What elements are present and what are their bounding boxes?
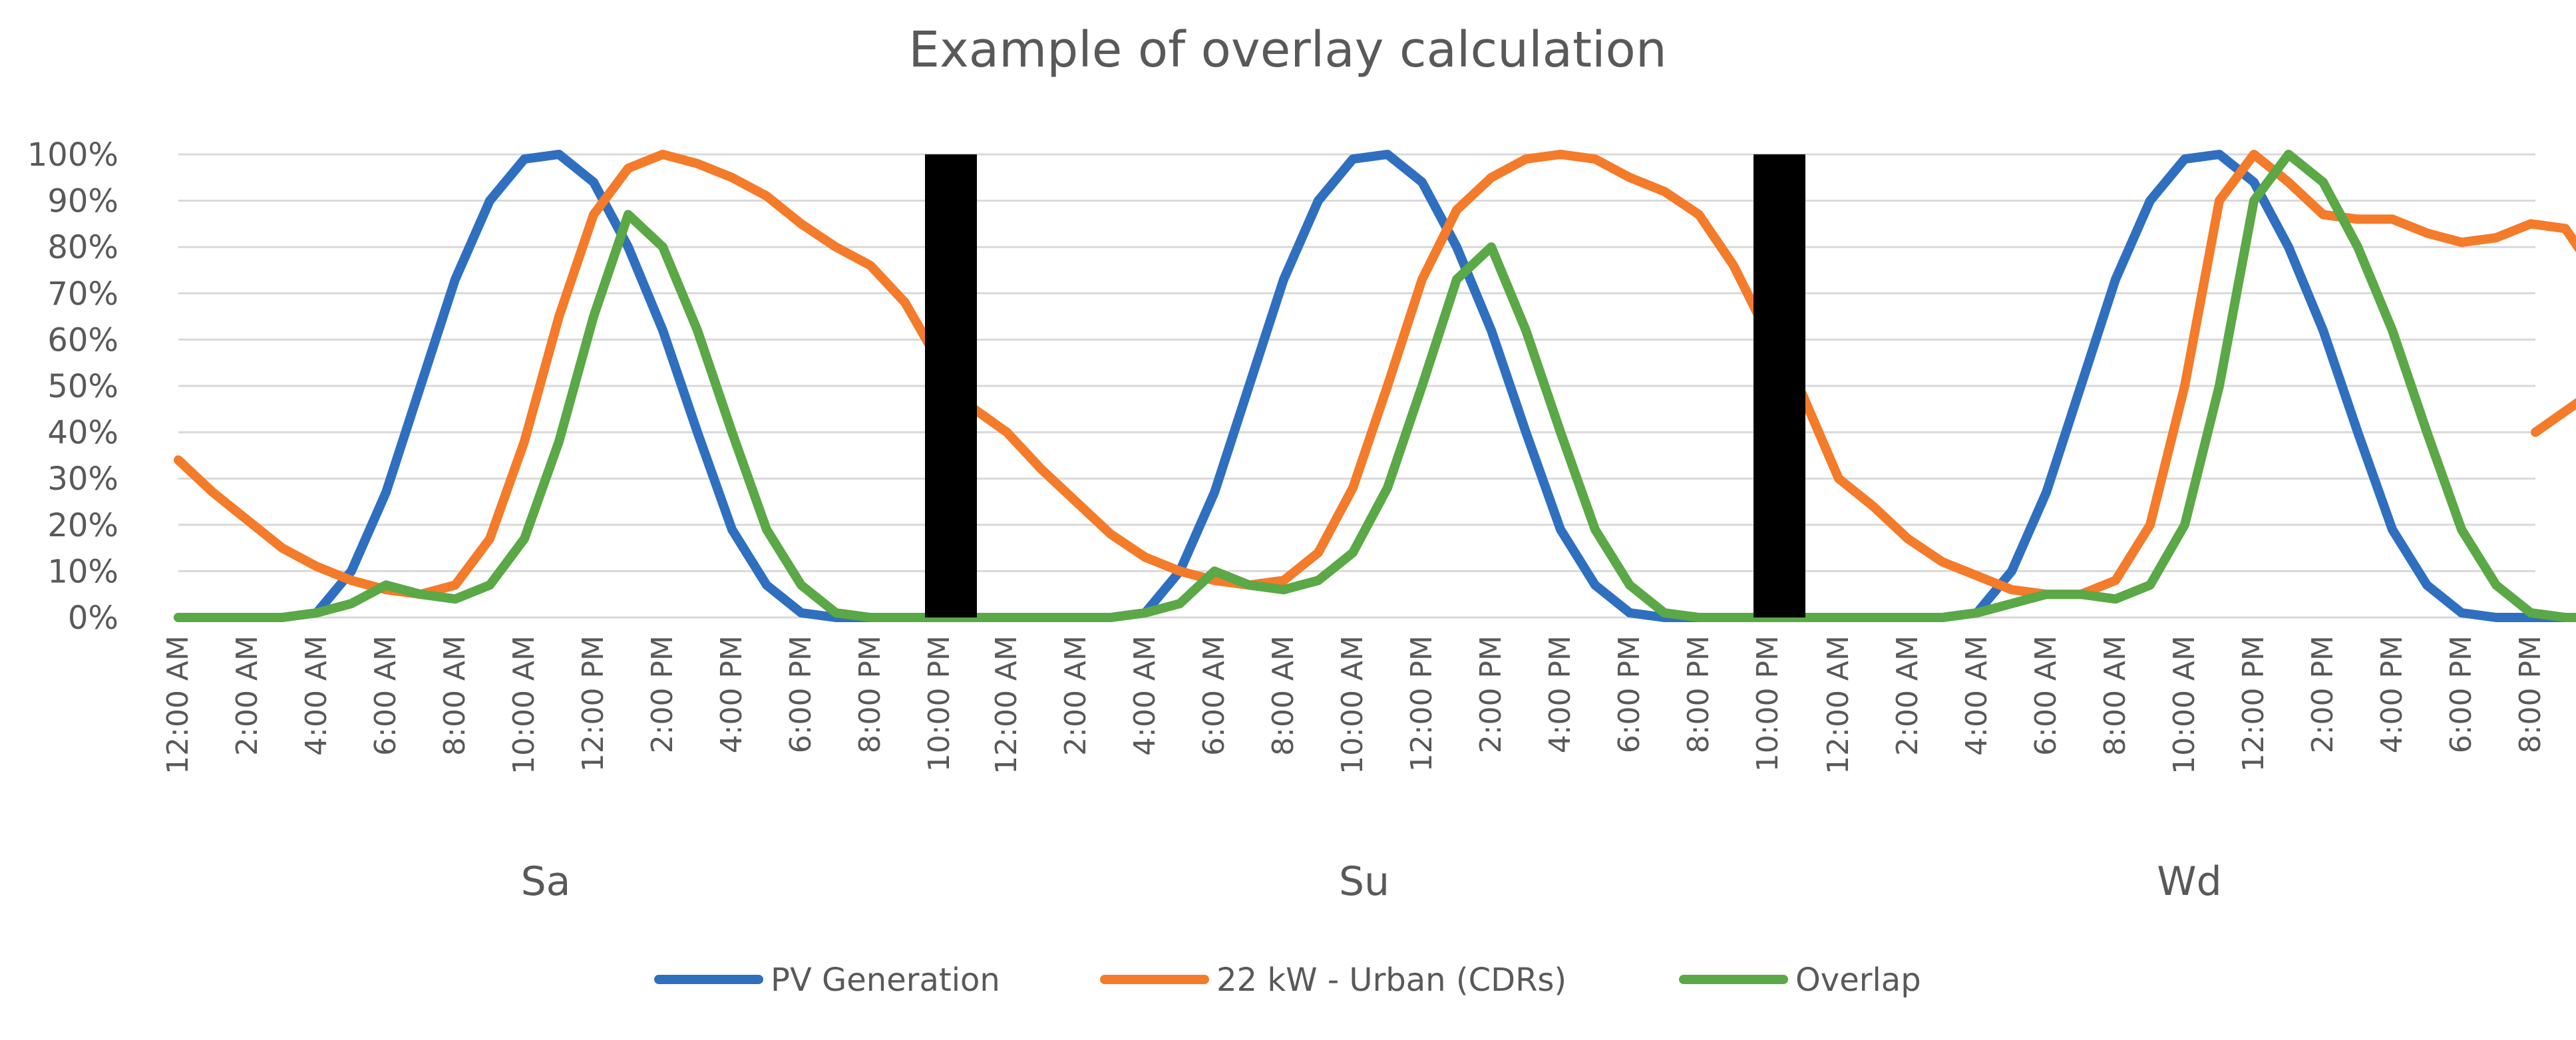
x-tick-label: 10:00 AM <box>2167 635 2201 775</box>
x-tick-label: 8:00 AM <box>1266 635 1300 756</box>
legend-label: 22 kW - Urban (CDRs) <box>1216 961 1566 999</box>
x-tick-label: 10:00 AM <box>1336 635 1370 775</box>
day-separator-bar <box>1753 154 1805 617</box>
y-tick-label: 40% <box>47 415 118 452</box>
x-tick-label: 8:00 PM <box>853 635 887 753</box>
y-tick-label: 90% <box>47 183 118 220</box>
x-tick-label: 2:00 AM <box>230 635 264 756</box>
x-tick-label: 2:00 PM <box>645 635 679 753</box>
x-tick-label: 12:00 PM <box>576 635 610 772</box>
y-axis-ticks: 0% 10% 20% 30% 40% 50% 60% 70% 80% 90% 100% <box>27 136 118 637</box>
x-tick-label: 6:00 PM <box>2444 635 2478 753</box>
y-tick-label: 50% <box>47 368 118 405</box>
series-line-pv-generation <box>174 150 2576 622</box>
x-tick-label: 8:00 PM <box>1682 635 1716 753</box>
day-separators <box>925 154 1805 617</box>
y-tick-label: 80% <box>47 229 118 266</box>
x-tick-label: 4:00 AM <box>1128 635 1162 756</box>
x-tick-label: 4:00 PM <box>1543 635 1577 753</box>
x-tick-label: 4:00 AM <box>299 635 333 756</box>
day-label: Sa <box>521 858 571 905</box>
day-label: Su <box>1339 858 1389 905</box>
x-axis-ticks: 12:00 AM 2:00 AM 4:00 AM 6:00 AM 8:00 AM 10:0… <box>161 635 2547 775</box>
x-tick-label: 12:00 PM <box>1405 635 1439 772</box>
day-label: Wd <box>2157 858 2221 905</box>
legend: PV Generation 22 kW - Urban (CDRs) Overlap <box>654 961 1921 999</box>
y-tick-label: 30% <box>47 460 118 498</box>
y-tick-label: 10% <box>47 553 118 590</box>
x-tick-label: 6:00 AM <box>369 635 403 756</box>
x-tick-label: 4:00 PM <box>2375 635 2409 753</box>
y-tick-label: 0% <box>68 600 118 637</box>
x-tick-label: 6:00 AM <box>2029 635 2063 756</box>
series-line-22-kw-urban-cdrs <box>174 150 2576 600</box>
x-tick-label: 12:00 AM <box>990 635 1023 775</box>
x-tick-label: 10:00 PM <box>922 635 956 772</box>
y-tick-label: 20% <box>47 507 118 544</box>
x-tick-label: 12:00 PM <box>2237 635 2271 772</box>
legend-label: Overlap <box>1795 961 1921 999</box>
x-tick-label: 6:00 PM <box>784 635 818 753</box>
x-tick-label: 8:00 PM <box>2513 635 2547 753</box>
y-tick-label: 100% <box>27 136 118 174</box>
y-tick-label: 60% <box>47 321 118 359</box>
series-lines <box>174 150 2576 622</box>
x-tick-label: 2:00 AM <box>1059 635 1093 756</box>
x-tick-label: 2:00 AM <box>1891 635 1925 756</box>
x-tick-label: 8:00 AM <box>2098 635 2132 756</box>
x-tick-label: 2:00 PM <box>2306 635 2340 753</box>
x-tick-label: 6:00 PM <box>1612 635 1646 753</box>
x-tick-label: 12:00 AM <box>161 635 195 775</box>
x-tick-label: 6:00 AM <box>1197 635 1231 756</box>
x-tick-label: 4:00 PM <box>715 635 749 753</box>
series-line-overlap <box>174 150 2576 622</box>
x-tick-label: 12:00 AM <box>1821 635 1855 775</box>
x-tick-label: 2:00 PM <box>1474 635 1508 753</box>
chart-title: Example of overlay calculation <box>908 21 1666 79</box>
x-tick-label: 8:00 AM <box>438 635 472 756</box>
y-tick-label: 70% <box>47 275 118 313</box>
x-tick-label: 10:00 PM <box>1751 635 1785 772</box>
legend-label: PV Generation <box>771 961 1000 999</box>
x-tick-label: 10:00 AM <box>507 635 541 775</box>
day-labels: Sa Su Wd <box>521 858 2222 905</box>
day-separator-bar <box>925 154 977 617</box>
x-tick-label: 4:00 AM <box>1960 635 1994 756</box>
